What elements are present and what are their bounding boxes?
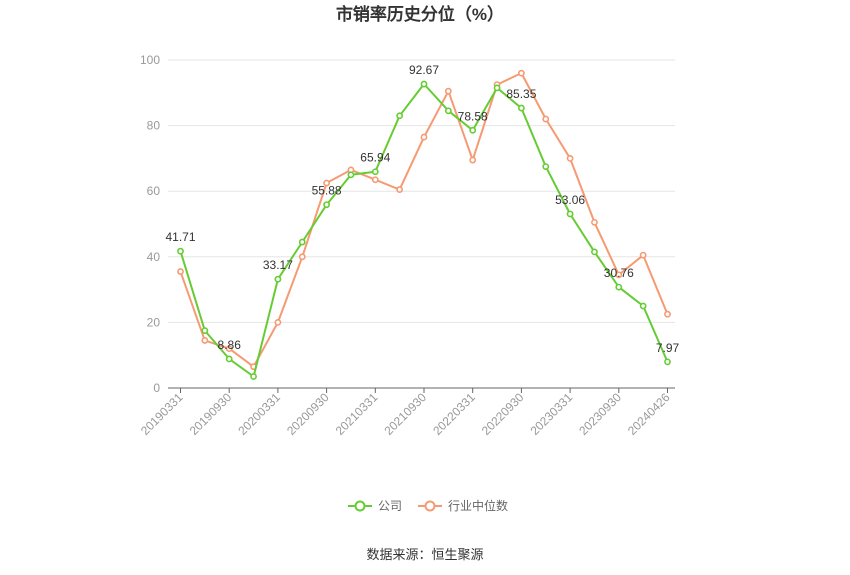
x-tick-label-18: 20230930: [576, 390, 624, 438]
data-point-0-7: [347, 171, 355, 179]
x-tick-label-16: 20230331: [528, 390, 576, 438]
data-point-1-19: [639, 251, 647, 259]
data-point-1-10: [420, 133, 428, 141]
data-point-0-14: [518, 104, 525, 112]
data-point-0-6: [323, 201, 330, 209]
axes: 0 20 40 60 80 100 20190331 20190930 20200331 2020…: [138, 53, 675, 438]
legend-label-1: 行业中位数: [448, 498, 508, 513]
x-tick-label-14: 20220930: [479, 390, 527, 438]
legend[interactable]: 公司 行业中位数: [348, 498, 508, 513]
source-note: 数据来源：恒生聚源: [366, 547, 483, 562]
x-tick-label-4: 20200331: [235, 390, 283, 438]
data-point-1-0: [177, 268, 184, 275]
data-label-12: 78.58: [458, 109, 488, 123]
data-point-0-0: [177, 247, 184, 255]
series-industry-median: [177, 69, 671, 371]
x-tick-label-10: 20210930: [381, 390, 429, 438]
y-tick-label-60: 60: [147, 184, 161, 198]
legend-label-0: 公司: [378, 499, 402, 513]
data-point-1-15: [542, 115, 550, 123]
data-label-10: 92.67: [409, 63, 439, 77]
x-tick-label-6: 20200930: [284, 390, 332, 438]
data-point-0-16: [566, 210, 574, 218]
x-tick-label-20: 20240426: [625, 390, 673, 438]
data-point-0-13: [493, 84, 501, 92]
y-tick-label-0: 0: [153, 381, 160, 395]
data-point-0-12: [469, 126, 477, 134]
data-point-1-12: [469, 156, 477, 164]
data-point-0-15: [542, 163, 550, 170]
data-point-0-9: [396, 112, 404, 120]
legend-item-1[interactable]: 行业中位数: [418, 498, 508, 513]
data-label-20: 7.97: [656, 341, 680, 355]
x-tick-label-8: 20210331: [333, 390, 381, 438]
data-point-1-17: [591, 218, 598, 226]
data-point-0-10: [420, 80, 428, 88]
data-point-0-18: [615, 283, 623, 291]
data-point-1-6: [323, 179, 330, 187]
data-point-1-5: [298, 253, 306, 261]
y-tick-label-20: 20: [147, 315, 161, 329]
data-point-1-20: [664, 310, 671, 318]
legend-item-0[interactable]: 公司: [348, 499, 402, 513]
series-line-0: [179, 83, 669, 378]
data-point-1-14: [518, 69, 525, 77]
legend-swatch-marker-1: [424, 500, 436, 512]
data-point-0-4: [274, 275, 282, 283]
data-point-0-20: [664, 358, 671, 366]
data-point-0-1: [201, 327, 209, 334]
data-point-1-11: [444, 87, 452, 95]
y-tick-label-80: 80: [147, 119, 161, 133]
data-label-6: 55.88: [312, 184, 342, 198]
series-company: [177, 80, 671, 380]
data-point-0-17: [591, 248, 598, 256]
data-labels: 41.71 8.86 33.17 55.88 65.94 92.67 78.58 85.35 5…: [165, 63, 679, 355]
data-point-1-2: [225, 345, 233, 353]
data-label-4: 33.17: [263, 258, 293, 272]
data-point-1-8: [371, 176, 379, 184]
data-point-0-8: [371, 168, 379, 176]
data-label-2: 8.86: [218, 338, 242, 352]
data-point-1-16: [566, 154, 574, 162]
data-label-8: 65.94: [360, 151, 390, 165]
data-label-0: 41.71: [165, 230, 195, 244]
series-layer: [177, 69, 671, 380]
legend-swatch-marker-0: [354, 500, 366, 512]
x-tick-label-12: 20220331: [430, 390, 478, 438]
data-label-14: 85.35: [506, 87, 536, 101]
data-point-0-3: [250, 373, 257, 380]
data-point-0-19: [639, 302, 647, 310]
data-point-1-9: [396, 186, 404, 193]
data-point-1-1: [201, 337, 209, 344]
data-point-1-4: [274, 318, 282, 326]
x-tick-label-2: 20190930: [187, 390, 235, 438]
chart-title: 市销率历史分位（%）: [336, 4, 504, 24]
data-label-16: 53.06: [555, 193, 585, 207]
data-point-0-11: [444, 107, 452, 115]
data-point-0-5: [298, 238, 306, 246]
data-point-0-2: [225, 355, 233, 363]
data-point-1-18: [615, 271, 623, 279]
data-label-18: 30.76: [604, 266, 634, 280]
grid-lines: [168, 59, 675, 323]
y-tick-label-100: 100: [140, 53, 160, 67]
x-tick-label-0: 20190331: [138, 390, 186, 438]
y-tick-label-40: 40: [147, 250, 161, 264]
